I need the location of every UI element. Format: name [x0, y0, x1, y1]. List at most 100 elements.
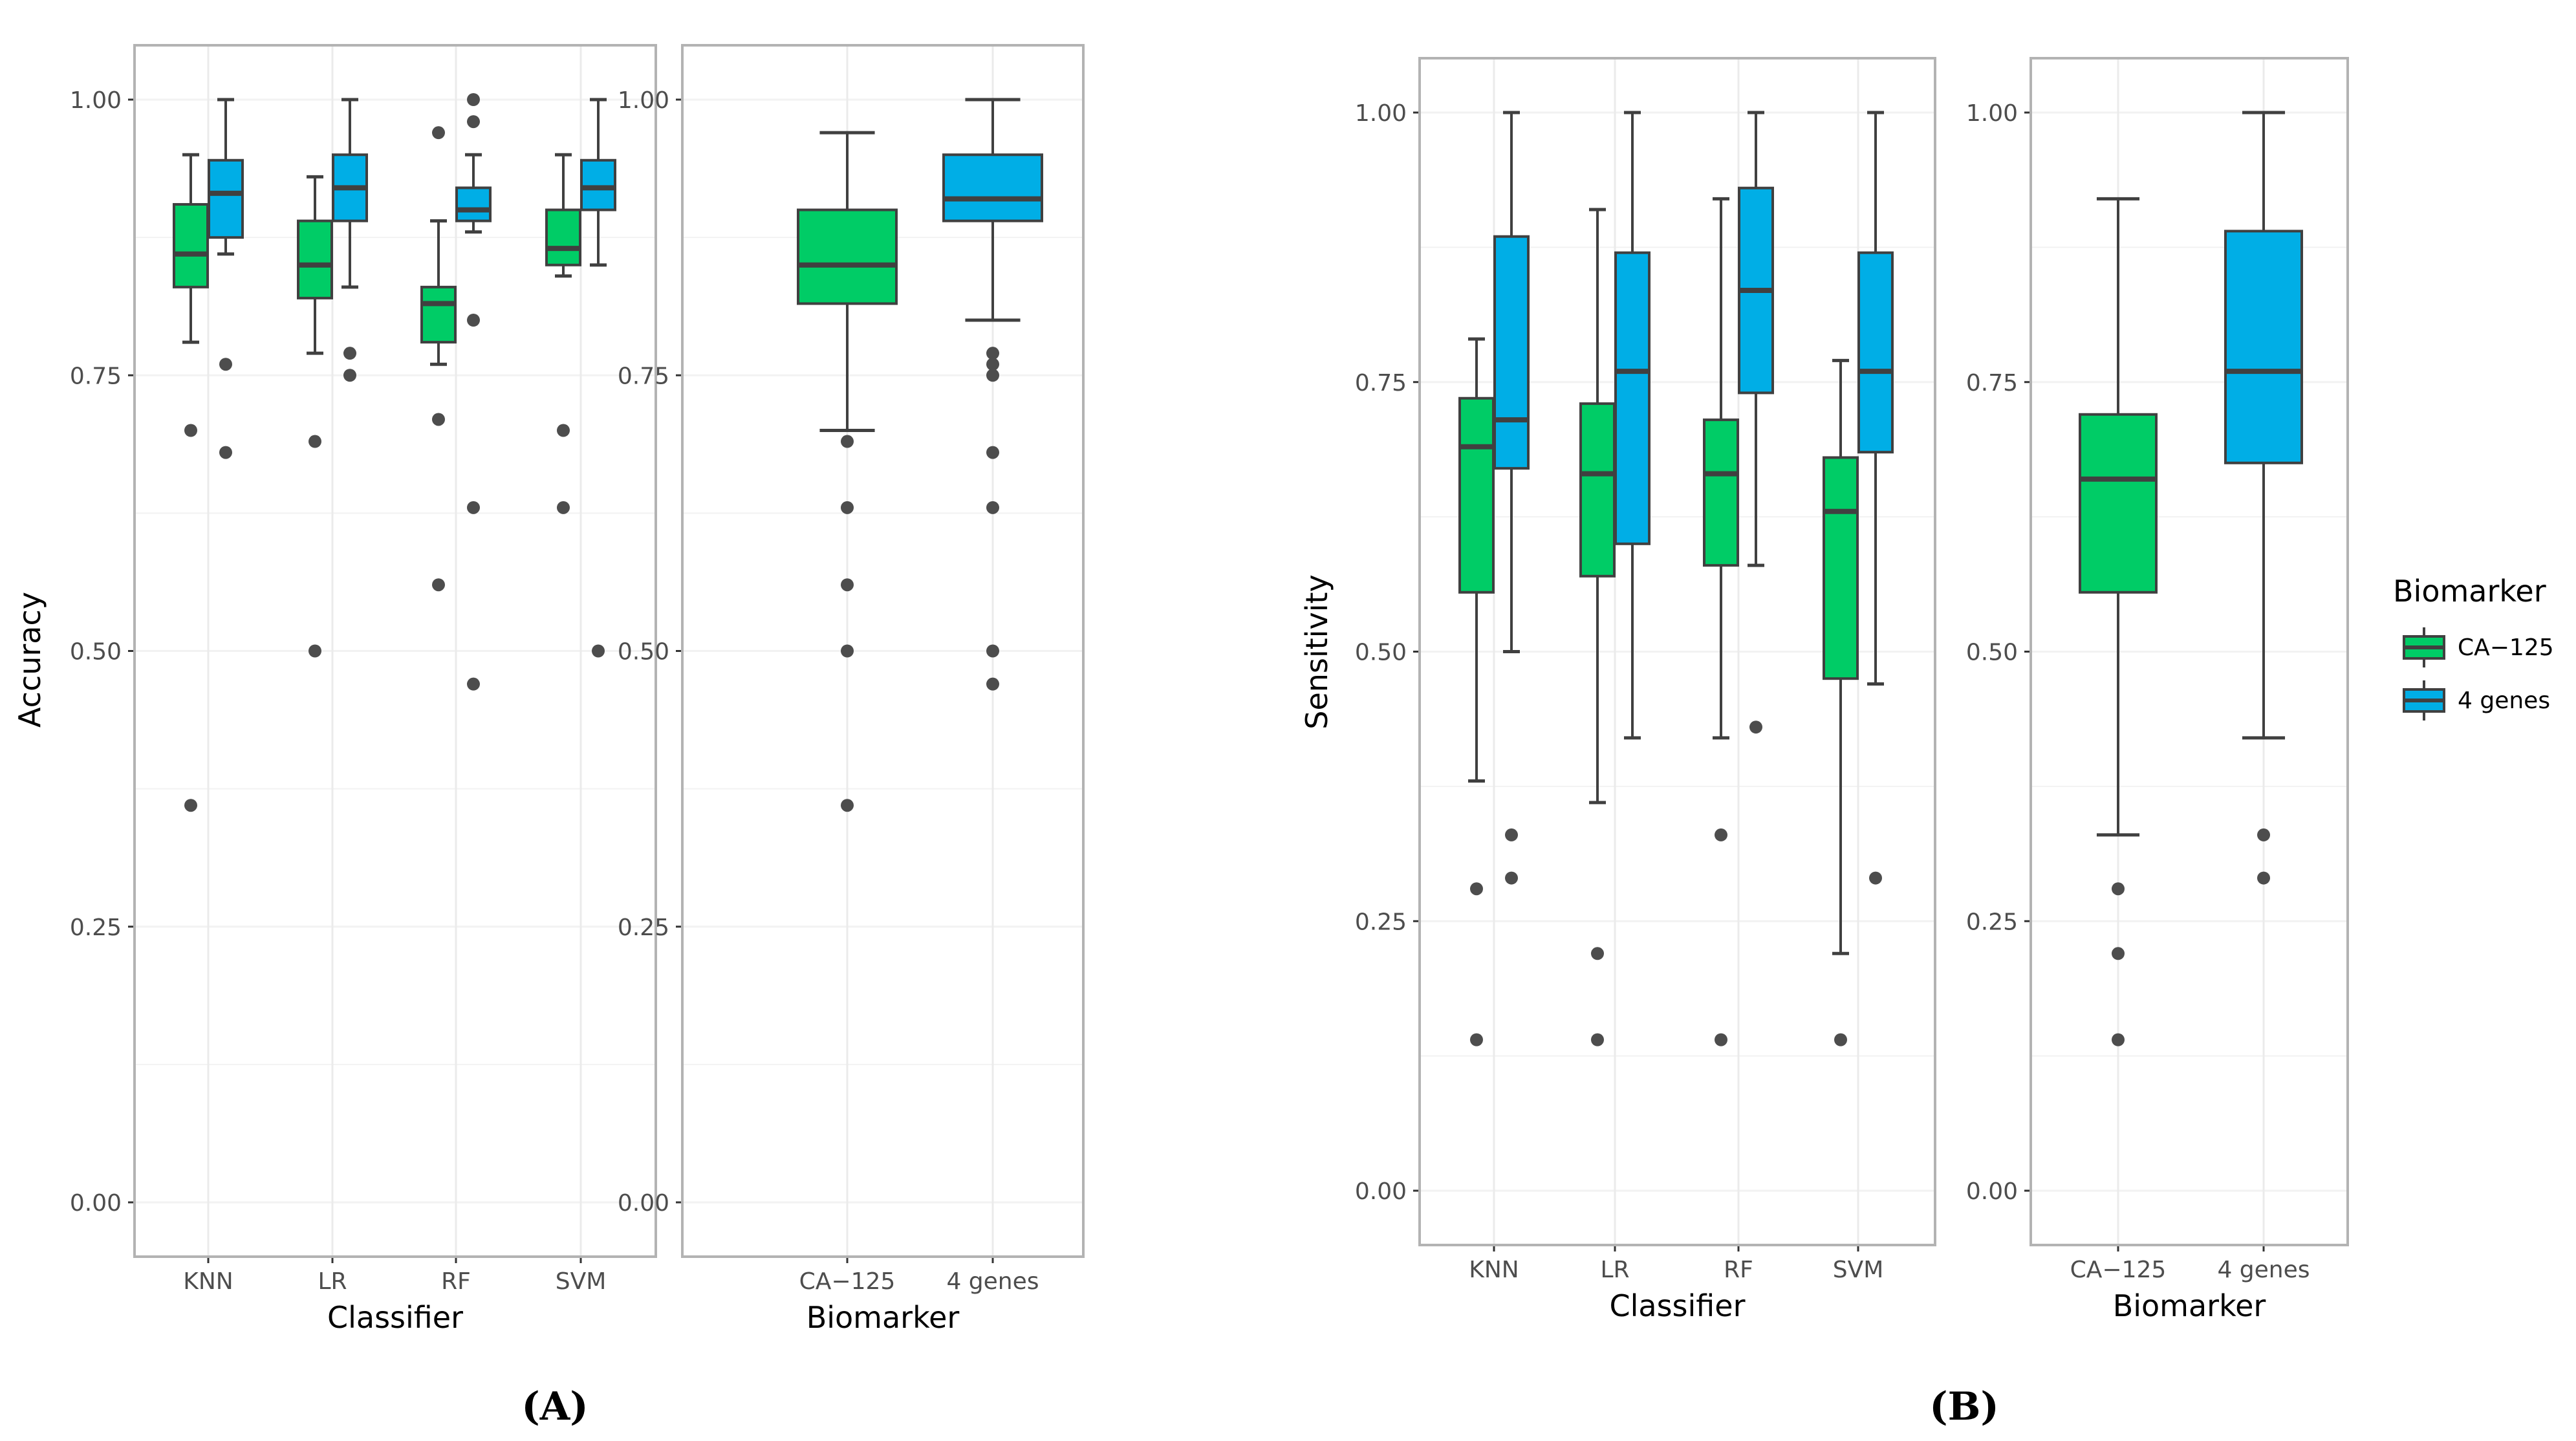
outlier-point [2112, 1033, 2125, 1046]
outlier-point [986, 644, 999, 658]
outlier-point [557, 424, 570, 437]
y-tick-label: 0.25 [1355, 909, 1407, 935]
legend-key-ca125 [2403, 627, 2445, 667]
box-iqr [2079, 413, 2158, 594]
outlier-point [1505, 828, 1518, 841]
box-iqr [297, 219, 333, 299]
y-tick-label: 1.00 [1355, 100, 1407, 127]
box-svm-4genes [580, 98, 616, 658]
outlier-point [841, 501, 854, 514]
y-tick-label: 0.50 [618, 639, 669, 666]
x-axis-title: Classifier [327, 1300, 463, 1335]
outlier-point [1834, 1033, 1847, 1046]
outlier-point [308, 435, 321, 448]
box-iqr [1614, 251, 1651, 545]
box-iqr [2224, 230, 2303, 464]
outlier-point [467, 677, 480, 691]
outlier-point [986, 501, 999, 514]
box-iqr [1458, 396, 1495, 594]
outlier-point [986, 358, 999, 371]
outlier-point [1470, 882, 1483, 896]
y-tick-label: 1.00 [1966, 100, 2018, 127]
box-iqr [1857, 251, 1894, 454]
box-ca125-ca125 [797, 131, 898, 812]
outlier-point [432, 413, 445, 426]
outlier-point [1715, 1033, 1727, 1046]
box-rf-ca125 [1703, 197, 1739, 1046]
panel-border [2029, 57, 2349, 1246]
box-iqr [455, 186, 492, 222]
box-knn-4genes [208, 98, 244, 459]
caption-a: (A) [521, 1384, 588, 1429]
x-tick-label-rf: RF [1724, 1257, 1753, 1283]
outlier-point [467, 501, 480, 514]
y-tick-label: 0.75 [70, 363, 122, 389]
panel-a-left: 0.00 0.25 0.50 0.75 1.00 KNN LR RF SVM Classifier… [12, 44, 657, 1335]
box-knn-ca125 [173, 153, 209, 812]
box-iqr [1579, 402, 1616, 578]
box-svm-4genes [1857, 111, 1894, 885]
outlier-point [184, 424, 197, 437]
caption-b: (B) [1929, 1384, 1999, 1429]
legend-label-4genes: 4 genes [2458, 688, 2550, 714]
x-axis-title: Biomarker [806, 1300, 960, 1335]
box-iqr [173, 202, 209, 288]
box-lr-ca125 [297, 175, 333, 658]
outlier-point [841, 578, 854, 592]
outlier-point [557, 501, 570, 514]
x-tick-label-ca125: CA−125 [799, 1268, 896, 1295]
box-lr-4genes [1614, 111, 1651, 740]
box-iqr [1823, 456, 1859, 680]
outlier-point [986, 347, 999, 360]
panel-b-right: 0.00 0.25 0.50 0.75 1.00 CA−125 4 genes Biomark… [1966, 57, 2349, 1323]
outlier-point [1715, 828, 1727, 841]
outlier-point [986, 446, 999, 459]
outlier-point [2112, 947, 2125, 960]
box-iqr [545, 208, 581, 266]
box-4genes-4genes [2224, 111, 2303, 885]
box-svm-ca125 [545, 153, 581, 514]
outlier-point [592, 644, 605, 658]
y-tick-label: 0.75 [618, 363, 669, 389]
box-iqr [1493, 235, 1530, 470]
y-tick-label: 0.75 [1966, 370, 2018, 396]
y-tick-label: 0.25 [618, 915, 669, 941]
box-knn-4genes [1493, 111, 1530, 885]
x-tick-label-lr: LR [318, 1268, 347, 1295]
panel-a-right: 0.00 0.25 0.50 0.75 1.00 CA−125 4 genes Biomark… [618, 44, 1085, 1335]
outlier-point [432, 126, 445, 140]
x-tick-label-lr: LR [1600, 1257, 1629, 1283]
box-iqr [797, 208, 898, 305]
x-axis-title: Classifier [1610, 1288, 1746, 1323]
outlier-point [986, 677, 999, 691]
box-4genes-4genes [942, 98, 1043, 691]
panel-border [133, 44, 657, 1258]
outlier-point [1869, 871, 1882, 885]
y-tick-label: 1.00 [618, 87, 669, 114]
x-tick-label-4genes: 4 genes [946, 1268, 1039, 1295]
y-tick-label: 1.00 [70, 87, 122, 114]
x-tick-label-rf: RF [441, 1268, 471, 1295]
box-iqr [580, 158, 616, 211]
box-knn-ca125 [1458, 337, 1495, 1046]
outlier-point [2257, 871, 2270, 885]
panel-b-left: 0.00 0.25 0.50 0.75 1.00 KNN LR RF SVM Classifier… [1299, 57, 1936, 1323]
outlier-point [219, 446, 232, 459]
x-tick-label-svm: SVM [1833, 1257, 1884, 1283]
box-iqr [942, 153, 1043, 222]
box-ca125-ca125 [2079, 197, 2158, 1046]
y-tick-label: 0.50 [70, 639, 122, 666]
box-rf-4genes [1738, 111, 1774, 734]
x-tick-label-ca125: CA−125 [2070, 1257, 2167, 1283]
x-tick-label-4genes: 4 genes [2217, 1257, 2310, 1283]
outlier-point [841, 799, 854, 812]
box-rf-ca125 [420, 126, 457, 592]
outlier-point [1470, 1033, 1483, 1046]
outlier-point [343, 369, 356, 382]
legend-key-4genes [2403, 680, 2445, 720]
y-tick-label: 0.25 [1966, 909, 2018, 935]
legend: Biomarker CA−125 4 genes [2393, 574, 2554, 720]
outlier-point [308, 644, 321, 658]
box-iqr [1703, 418, 1739, 567]
